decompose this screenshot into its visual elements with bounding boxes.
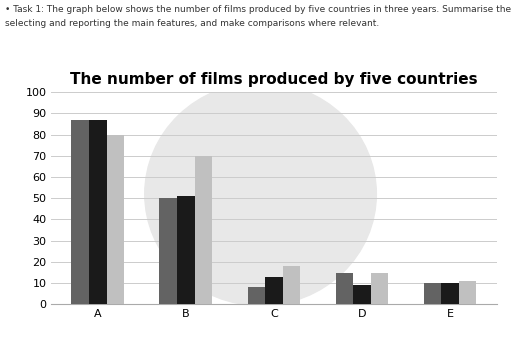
Bar (459, 281, 476, 304)
Bar (265, 277, 283, 304)
Bar (335, 273, 353, 304)
Bar (283, 266, 301, 304)
Bar (353, 285, 371, 304)
Bar (423, 283, 441, 304)
Bar (72, 120, 89, 304)
Bar (195, 156, 212, 304)
Text: selecting and reporting the main features, and make comparisons where relevant.: selecting and reporting the main feature… (5, 19, 379, 28)
Text: • Task 1: The graph below shows the number of films produced by five countries i: • Task 1: The graph below shows the numb… (5, 5, 512, 14)
Bar (89, 120, 106, 304)
Ellipse shape (145, 82, 376, 306)
Bar (247, 287, 265, 304)
Bar (159, 198, 177, 304)
Bar (177, 196, 195, 304)
Bar (371, 273, 389, 304)
Title: The number of films produced by five countries: The number of films produced by five cou… (70, 72, 478, 87)
Bar (441, 283, 459, 304)
Bar (106, 135, 124, 304)
